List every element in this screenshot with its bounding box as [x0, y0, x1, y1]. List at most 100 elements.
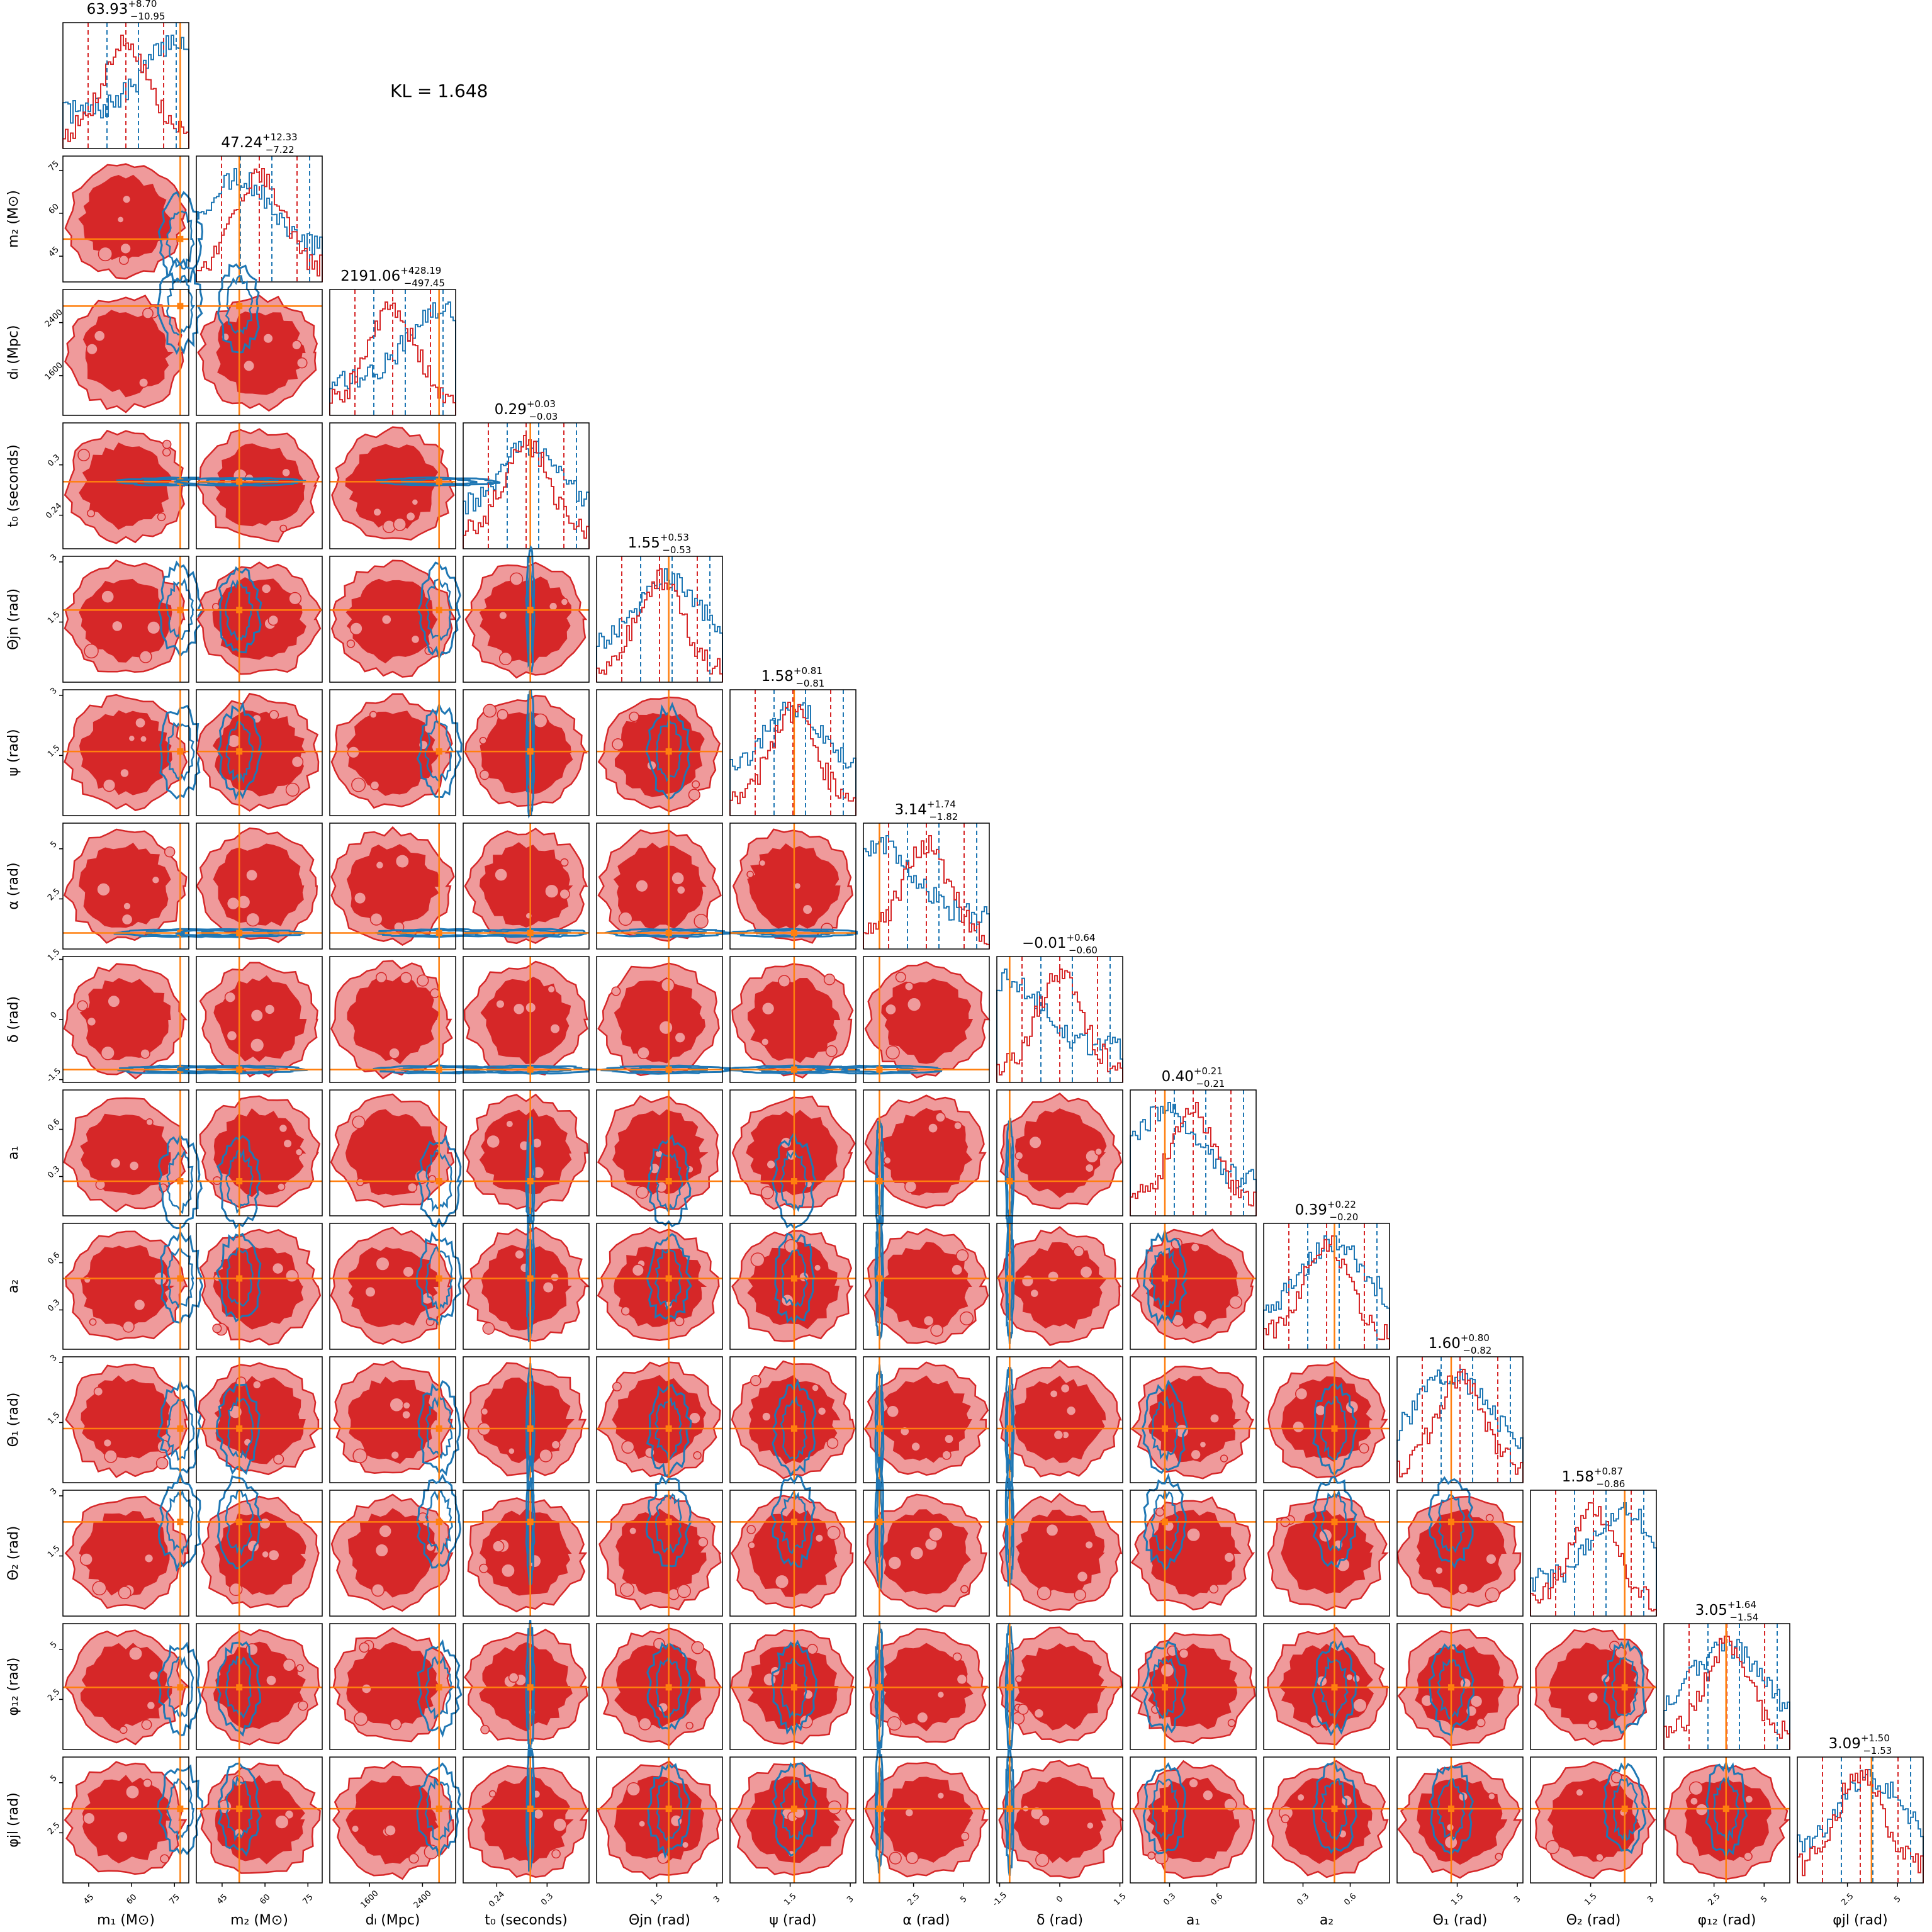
- contour-a-island: [635, 879, 649, 893]
- panel-a2-thetajn: [596, 1223, 723, 1350]
- contour-a-island: [361, 1683, 372, 1694]
- contour-a-island: [1220, 1454, 1228, 1463]
- ytick-label-thetajn: 1.5: [46, 610, 62, 626]
- contour-a-island: [142, 308, 154, 319]
- contour-b-outer: [646, 1642, 692, 1731]
- contour-a-island: [1485, 1514, 1494, 1522]
- contour-a-island: [274, 1814, 289, 1829]
- contour-a-island: [148, 1670, 159, 1681]
- contour-a-island: [960, 1831, 970, 1841]
- ylabel-thetajn: Θjn (rad): [6, 588, 21, 650]
- contour-a-island: [385, 1824, 396, 1836]
- contour-a-island: [638, 1820, 646, 1828]
- contour-a-island: [889, 1851, 902, 1865]
- panel-a1-t0: [463, 1089, 590, 1247]
- panel-theta1-m2: [196, 1356, 323, 1483]
- contour-b-inner: [425, 1245, 454, 1310]
- contour-a-island: [1049, 1389, 1059, 1398]
- contour-a-island: [904, 982, 914, 992]
- summary-minus: −7.22: [266, 144, 295, 155]
- contour-a-island: [539, 1449, 553, 1463]
- contour-b-inner: [780, 1658, 808, 1719]
- panel-frame: [996, 1089, 1123, 1216]
- truth-marker: [665, 1684, 672, 1691]
- panel-frame: [729, 1356, 856, 1483]
- contour-b-outer: [646, 1383, 692, 1478]
- panel-psi-t0: [463, 689, 590, 819]
- truth-marker: [177, 1519, 184, 1525]
- contour-a-island: [103, 778, 116, 792]
- truth-marker: [1447, 1519, 1454, 1525]
- contour-b-outer: [216, 1475, 263, 1570]
- contour-a-island: [531, 1138, 542, 1149]
- panel-frame: [62, 422, 189, 549]
- contour-a-island: [1227, 1719, 1236, 1727]
- panel-frame: [596, 689, 723, 816]
- panel-theta2-thetajn: [596, 1474, 723, 1617]
- panel-frame: [1663, 1623, 1790, 1750]
- truth-marker: [177, 1425, 184, 1432]
- contour-a-island: [284, 1809, 295, 1820]
- xlabel-thetajn: Θjn (rad): [629, 1912, 690, 1928]
- contour-a-island: [142, 1778, 152, 1789]
- panel-frame: [463, 1223, 590, 1350]
- ylabel-a1: a₁: [6, 1146, 21, 1160]
- contour-a-island: [375, 972, 387, 984]
- contour-a-island: [128, 1646, 143, 1661]
- contour-a-island: [885, 1003, 897, 1016]
- contour-a-island: [1186, 1527, 1201, 1542]
- contour-a-island: [371, 1583, 385, 1597]
- contour-a-inner: [348, 1376, 437, 1464]
- contour-a-island: [691, 1641, 704, 1654]
- contour-a-island: [827, 1800, 841, 1815]
- truth-marker: [236, 1684, 243, 1691]
- contour-a-island: [298, 1700, 308, 1711]
- ytick-label-phi12: 2.5: [46, 1687, 62, 1703]
- contour-a-island: [1147, 1851, 1156, 1860]
- contour-a-island: [151, 875, 160, 885]
- contour-a-island: [1435, 1566, 1444, 1575]
- contour-a-island: [369, 710, 378, 719]
- panel-a2-dL: [329, 1223, 463, 1350]
- contour-b-inner: [654, 1247, 683, 1311]
- truth-marker: [665, 1275, 672, 1282]
- contour-a-island: [227, 734, 241, 748]
- contour-a-island: [83, 1276, 91, 1284]
- panel-frame: [329, 1223, 456, 1350]
- ytick-label-theta1: 1.5: [46, 1410, 62, 1426]
- contour-b-outer: [157, 1471, 201, 1572]
- panel-delta-thetajn: [596, 956, 732, 1083]
- contour-a-island: [620, 1582, 635, 1597]
- contour-b-outer: [175, 928, 306, 938]
- contour-b-inner: [1611, 1656, 1639, 1717]
- contour-a-island: [1035, 1853, 1050, 1867]
- panel-frame: [329, 1623, 456, 1750]
- contour-a-island: [128, 1160, 140, 1171]
- panel-thetajn-dL: [329, 556, 461, 683]
- contour-a-island: [488, 1790, 497, 1798]
- hist-a-a2: [1263, 1235, 1390, 1349]
- hist-a-phijl: [1797, 1769, 1924, 1883]
- summary-median: 0.29: [495, 402, 527, 418]
- panel-frame: [329, 1356, 456, 1483]
- truth-marker: [1162, 1519, 1168, 1525]
- ytick-label-psi: 3: [49, 686, 59, 696]
- ytick-label-a1: 0.3: [46, 1164, 62, 1180]
- contour-a-island: [138, 378, 149, 388]
- ytick-label-dL: 1600: [43, 361, 65, 382]
- summary-plus: +0.81: [794, 665, 823, 677]
- summary-minus: −10.95: [130, 11, 166, 22]
- contour-a-island: [118, 1586, 132, 1600]
- ytick-label-delta: 0: [49, 1010, 59, 1020]
- xlabel-a2: a₂: [1320, 1912, 1334, 1928]
- contour-a-inner: [615, 1508, 707, 1595]
- contour-a-island: [1488, 1792, 1496, 1800]
- panel-phi12-m1: 2.55: [46, 1623, 202, 1750]
- panel-frame: [863, 1089, 990, 1216]
- panel-alpha-dL: [329, 823, 507, 950]
- contour-a-island: [909, 1546, 924, 1561]
- contour-b-outer: [216, 1135, 262, 1230]
- contour-b-inner: [1436, 1658, 1466, 1720]
- contour-a-island: [107, 994, 121, 1008]
- contour-a-island: [1210, 1413, 1220, 1424]
